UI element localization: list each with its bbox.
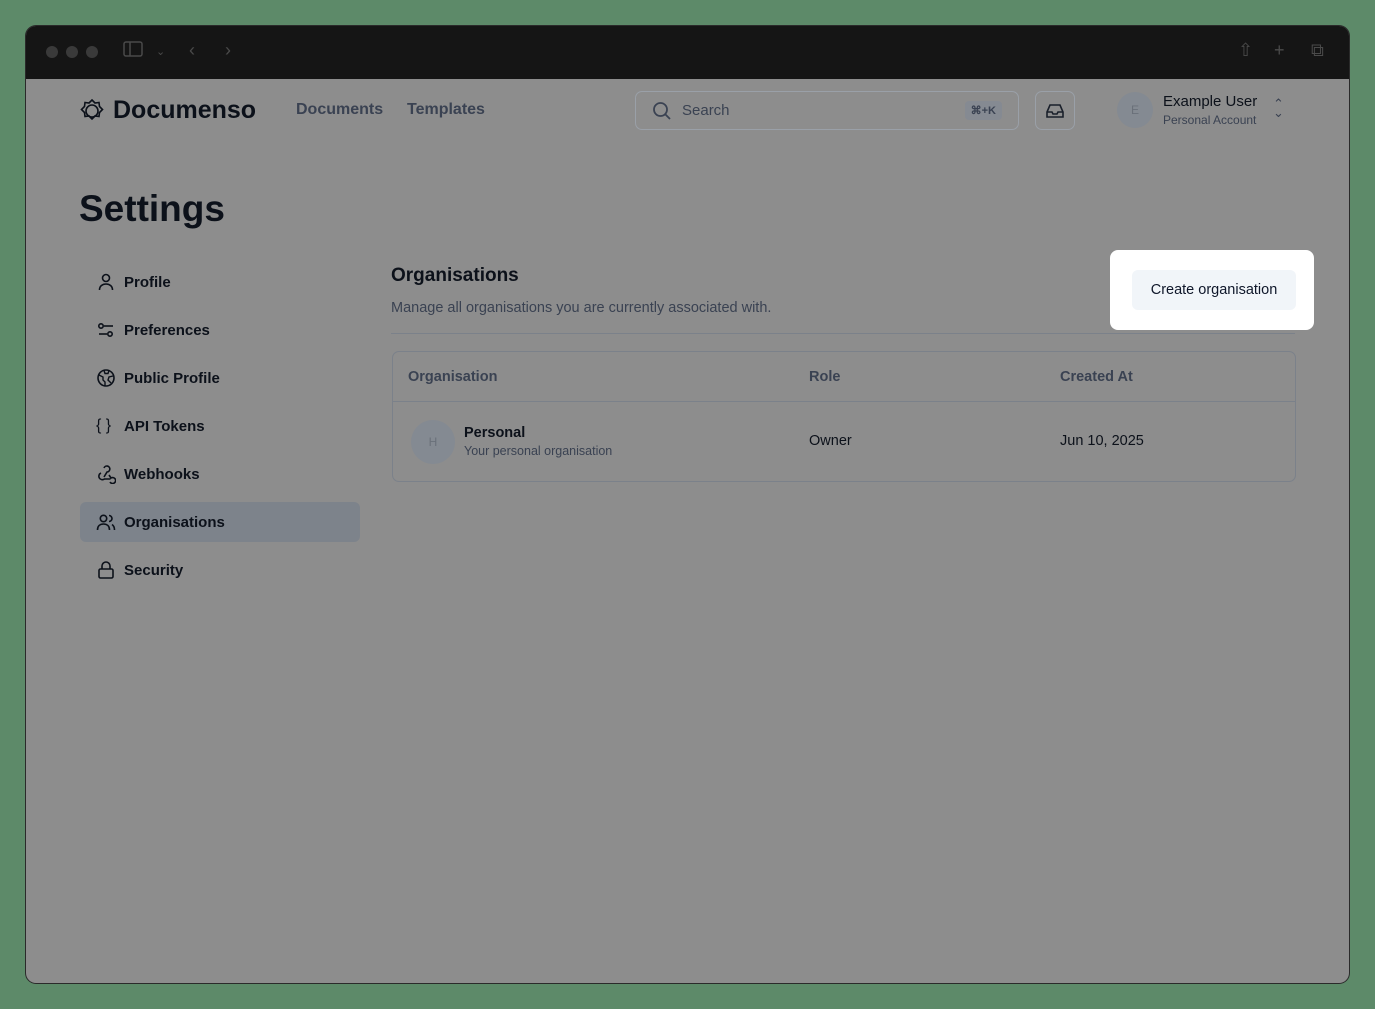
browser-titlebar: ⌄ ‹ › ⇧ + ⧉: [26, 26, 1349, 79]
sidebar-item-public-profile[interactable]: Public Profile: [80, 358, 360, 398]
column-header-created-at[interactable]: Created At: [1060, 369, 1133, 385]
sidebar-item-label: API Tokens: [124, 417, 205, 435]
sidebar-item-label: Organisations: [124, 513, 225, 531]
organisation-name: Personal: [464, 425, 526, 441]
nav-documents[interactable]: Documents: [296, 101, 384, 118]
search-icon: [653, 101, 671, 120]
sidebar-item-organisations[interactable]: Organisations: [80, 502, 360, 542]
back-icon[interactable]: ‹: [189, 40, 195, 60]
nav-templates[interactable]: Templates: [407, 101, 485, 118]
share-icon[interactable]: ⇧: [1238, 40, 1254, 60]
users-icon: [96, 514, 116, 531]
sidebar-item-preferences[interactable]: Preferences: [80, 310, 360, 350]
minimize-window-button[interactable]: [66, 46, 78, 58]
sidebar-item-label: Preferences: [124, 321, 210, 339]
inbox-icon: [1046, 103, 1064, 118]
create-organisation-button[interactable]: Create organisation: [1132, 270, 1296, 310]
sidebar-item-webhooks[interactable]: Webhooks: [80, 454, 360, 494]
organisations-table: Organisation Role Created At H Personal …: [392, 351, 1296, 482]
settings-sidebar: Profile Preferences Public Profile { } AP…: [80, 262, 360, 598]
sidebar-item-security[interactable]: Security: [80, 550, 360, 590]
organisation-role: Owner: [809, 433, 852, 449]
sidebar-item-profile[interactable]: Profile: [80, 262, 360, 302]
globe-icon: [97, 369, 115, 387]
section-title: Organisations: [391, 265, 519, 286]
sidebar-item-label: Public Profile: [124, 369, 220, 387]
sidebar-toggle-icon[interactable]: [123, 41, 143, 62]
logo-icon: [80, 98, 104, 120]
forward-icon[interactable]: ›: [225, 40, 231, 60]
sliders-icon: [97, 322, 114, 338]
sidebar-item-label: Profile: [124, 273, 171, 291]
inbox-button[interactable]: [1035, 91, 1075, 130]
search-placeholder: Search: [682, 102, 730, 119]
app-logo[interactable]: Documenso: [79, 96, 256, 125]
zoom-window-button[interactable]: [86, 46, 98, 58]
close-window-button[interactable]: [46, 46, 58, 58]
app-name: Documenso: [113, 96, 257, 124]
braces-icon: { }: [96, 417, 112, 434]
user-icon: [98, 273, 114, 291]
page-title: Settings: [79, 188, 225, 229]
column-header-organisation[interactable]: Organisation: [408, 369, 498, 385]
organisation-avatar: H: [411, 420, 455, 464]
sidebar-item-api-tokens[interactable]: { } API Tokens: [80, 406, 360, 446]
browser-window: ⌄ ‹ › ⇧ + ⧉ Documenso Documents Template…: [26, 26, 1349, 983]
tabs-overview-icon[interactable]: ⧉: [1311, 40, 1324, 60]
organisation-subtitle: Your personal organisation: [464, 444, 613, 458]
table-row[interactable]: H Personal Your personal organisation Ow…: [393, 401, 1295, 482]
section-description: Manage all organisations you are current…: [391, 300, 772, 316]
webhook-icon: [98, 465, 116, 484]
lock-icon: [98, 561, 114, 579]
divider: [391, 333, 1295, 334]
search-input[interactable]: Search ⌘+K: [635, 91, 1019, 130]
column-header-role[interactable]: Role: [809, 369, 841, 385]
chevron-down-icon[interactable]: ⌄: [156, 46, 166, 58]
user-name[interactable]: Example User: [1163, 93, 1258, 110]
sidebar-item-label: Webhooks: [124, 465, 200, 483]
organisation-created-at: Jun 10, 2025: [1060, 433, 1144, 449]
search-shortcut: ⌘+K: [964, 101, 1002, 120]
new-tab-icon[interactable]: +: [1274, 40, 1285, 60]
sidebar-item-label: Security: [124, 561, 184, 579]
user-avatar[interactable]: E: [1117, 92, 1153, 128]
account-switcher-icon[interactable]: ⌃ ⌄: [1273, 96, 1284, 120]
user-account[interactable]: Personal Account: [1163, 113, 1257, 127]
